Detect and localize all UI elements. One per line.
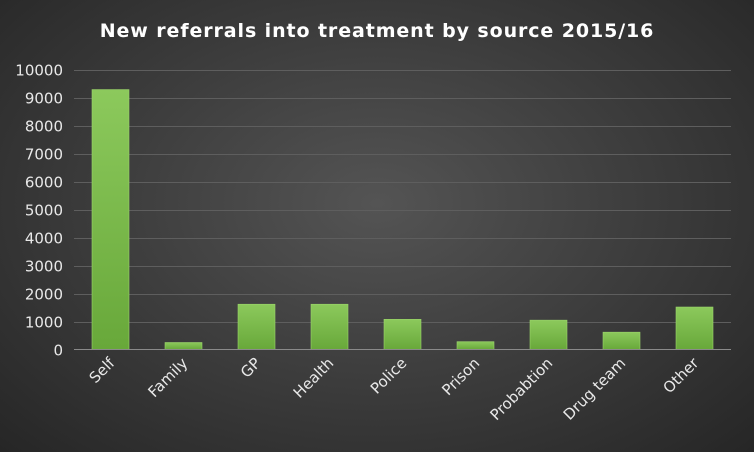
x-axis-ticks: Self Family GP Health Police Prison Probabtion… [86,354,703,424]
y-tick-label: 0 [53,342,63,360]
y-tick-label: 9000 [25,90,63,108]
y-tick-label: 5000 [25,202,63,220]
x-tick-label: Drug team [560,354,630,424]
x-tick-label: Probabtion [486,354,556,424]
gridlines [74,70,731,323]
x-tick-label: Health [290,354,338,402]
y-tick-label: 6000 [25,174,63,192]
y-axis-ticks: 0 1000 2000 3000 4000 5000 6000 7000 8000 9000 100… [15,62,63,360]
x-tick-label: Other [659,354,702,397]
bar-probabtion [529,319,568,350]
bar-self [91,89,130,350]
y-tick-label: 2000 [25,286,63,304]
y-tick-label: 8000 [25,118,63,136]
y-tick-label: 3000 [25,258,63,276]
bar-family [164,342,203,350]
bar-drug-team [602,331,641,350]
y-tick-label: 10000 [15,62,63,80]
bar-other [675,306,714,350]
bars [91,89,714,350]
x-tick-label: Prison [438,354,483,399]
y-tick-label: 4000 [25,230,63,248]
x-tick-label: Police [367,354,410,397]
x-tick-label: Family [144,354,191,401]
x-tick-label: GP [237,354,264,381]
chart-title: New referrals into treatment by source 2… [100,20,655,42]
y-tick-label: 7000 [25,146,63,164]
bar-health [310,303,349,350]
x-tick-label: Self [86,354,119,387]
bar-prison [456,341,495,350]
y-tick-label: 1000 [25,314,63,332]
bar-gp [237,303,276,350]
bar-police [383,319,422,350]
